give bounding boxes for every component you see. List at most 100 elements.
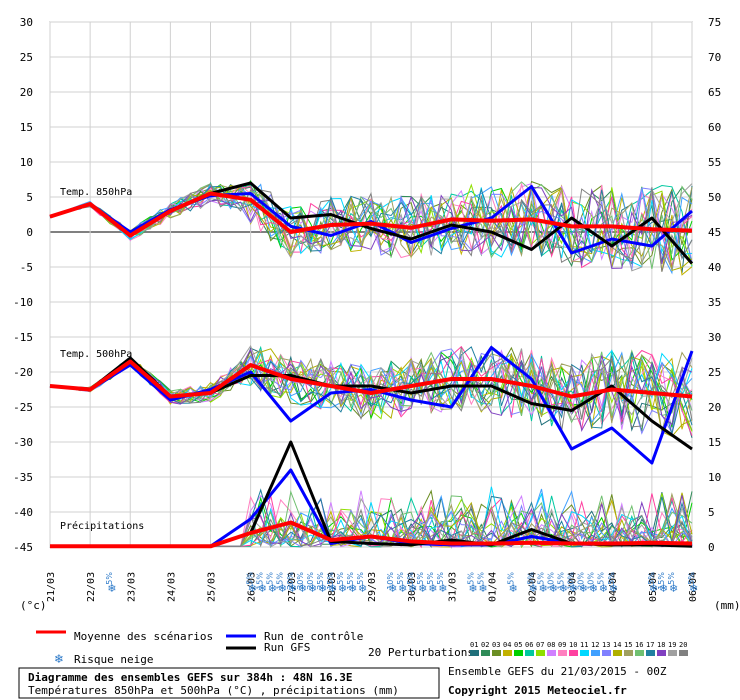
snow-risk-marker: 15%❄: [557, 572, 568, 595]
snow-risk-pct: 5%: [105, 572, 114, 585]
snow-risk-marker: 5%❄: [506, 572, 517, 595]
snow-risk-pct: 5%: [426, 572, 435, 585]
perturbation-swatch: [470, 650, 479, 656]
snow-risk-marker: 25%❄: [316, 572, 327, 595]
snow-risk-marker: 5%❄: [597, 572, 608, 595]
snow-risk-pct: 5%: [246, 572, 255, 585]
right-tick-label: 55: [708, 156, 721, 169]
snow-risk-pct: 5%: [506, 572, 515, 585]
legend: Moyenne des scénarios Run de contrôle Ru…: [36, 630, 688, 666]
snow-risk-pct: 5%: [667, 572, 676, 585]
snowflake-icon: ❄: [508, 582, 517, 595]
snow-risk-marker: 20%❄: [306, 572, 317, 595]
snow-risk-pct: 10%: [547, 572, 556, 590]
left-axis-ticks: 30 25 20 15 10 5 0 -5 -10 -15 -20 -25 -30 -35 -40 -45: [13, 16, 33, 554]
snowflake-icon: ❄: [54, 652, 64, 666]
perturbation-swatch: [613, 650, 622, 656]
right-tick-label: 70: [708, 51, 721, 64]
snowflake-icon: ❄: [288, 582, 297, 595]
right-tick-label: 60: [708, 121, 721, 134]
left-tick-label: -35: [13, 471, 33, 484]
date-tick-label: 21/03: [46, 572, 57, 602]
snow-risk-marker: 15%❄: [256, 572, 267, 595]
snow-risk-marker: 10%❄: [386, 572, 397, 595]
perturbation-id: 08: [547, 641, 555, 649]
snowflake-icon: ❄: [659, 582, 668, 595]
snowflake-icon: ❄: [328, 582, 337, 595]
date-tick-label: 22/03: [86, 572, 97, 602]
left-tick-label: 25: [20, 51, 33, 64]
main-series-lines: [49, 181, 694, 549]
perturbation-swatch: [657, 650, 666, 656]
legend-mean-label: Moyenne des scénarios: [74, 630, 213, 643]
perturbation-swatch: [591, 650, 600, 656]
perturbation-id: 19: [668, 641, 676, 649]
perturbation-swatch: [668, 650, 677, 656]
snowflake-icon: ❄: [689, 582, 698, 595]
snow-risk-marker: 20%❄: [577, 572, 588, 595]
perturbation-swatch: [558, 650, 567, 656]
snow-risk-marker: 5%❄: [356, 572, 367, 595]
date-tick-label: 01/04: [487, 572, 498, 602]
snow-risk-pct: 5%: [476, 572, 485, 585]
perturbation-id: 17: [646, 641, 654, 649]
snow-risk-pct: 5%: [416, 572, 425, 585]
snow-risk-marker: 5%❄: [667, 572, 678, 595]
right-tick-label: 40: [708, 261, 721, 274]
snow-risk-marker: 10%❄: [547, 572, 558, 595]
snow-risk-pct: 15%: [557, 572, 566, 590]
perturbation-id: 02: [481, 641, 489, 649]
left-tick-label: 5: [26, 191, 33, 204]
snowflake-icon: ❄: [609, 582, 618, 595]
snow-risk-marker: 10%❄: [567, 572, 578, 595]
snow-risk-pct: 10%: [386, 572, 395, 590]
right-unit-label: (mm): [714, 599, 740, 612]
left-tick-label: 15: [20, 121, 33, 134]
perturbation-swatch: [679, 650, 688, 656]
perturbation-swatch: [580, 650, 589, 656]
snow-risk-marker: 5%❄: [105, 572, 116, 595]
snow-risk-pct: 5%: [336, 572, 345, 585]
perturbation-swatch: [503, 650, 512, 656]
snow-risk-marker: 30%❄: [296, 572, 307, 595]
date-axis-labels: 21/03 22/03 23/03 24/03 25/03 26/03 27/03 28/03…: [46, 572, 699, 602]
perturbation-id: 05: [514, 641, 522, 649]
perturbation-id: 20: [679, 641, 687, 649]
right-tick-label: 30: [708, 331, 721, 344]
snowflake-icon: ❄: [559, 582, 568, 595]
snow-risk-marker: 5%❄: [476, 572, 487, 595]
snow-risk-pct: 15%: [657, 572, 666, 590]
right-tick-label: 35: [708, 296, 721, 309]
perturbation-swatch: [514, 650, 523, 656]
snow-risk-marker: 5%❄: [687, 572, 698, 595]
perturbation-swatches: 01 02 03 04 05 06 07 08 09 10 11 12 13 14 15 16 17 18 19 20: [470, 641, 688, 656]
perturbation-id: 10: [569, 641, 577, 649]
snowflake-icon: ❄: [318, 582, 327, 595]
snow-risk-pct: 5%: [266, 572, 275, 585]
right-tick-label: 15: [708, 436, 721, 449]
date-tick-label: 05/04: [648, 572, 659, 602]
date-tick-label: 30/03: [407, 572, 418, 602]
right-tick-label: 10: [708, 471, 721, 484]
snow-risk-marker: 5%❄: [426, 572, 437, 595]
snow-risk-marker: 5%❄: [436, 572, 447, 595]
left-unit-label: (°c): [20, 599, 47, 612]
perturbation-swatch: [525, 650, 534, 656]
perturbation-id: 09: [558, 641, 566, 649]
date-tick-label: 23/03: [126, 572, 137, 602]
t850-panel-label: Temp. 850hPa: [60, 187, 132, 198]
snow-risk-pct: 5%: [597, 572, 606, 585]
right-tick-label: 5: [708, 506, 715, 519]
snowflake-icon: ❄: [348, 582, 357, 595]
perturbation-id: 04: [503, 641, 511, 649]
perturbation-swatch: [492, 650, 501, 656]
snowflake-icon: ❄: [539, 582, 548, 595]
snowflake-icon: ❄: [248, 582, 257, 595]
snow-risk-pct: 15%: [276, 572, 285, 590]
date-tick-label: 24/03: [166, 572, 177, 602]
date-tick-label: 02/04: [528, 572, 539, 602]
footer-title: Diagramme des ensembles GEFS sur 384h : …: [28, 671, 353, 684]
snowflake-icon: ❄: [338, 582, 347, 595]
snow-risk-marker: 5%❄: [246, 572, 257, 595]
